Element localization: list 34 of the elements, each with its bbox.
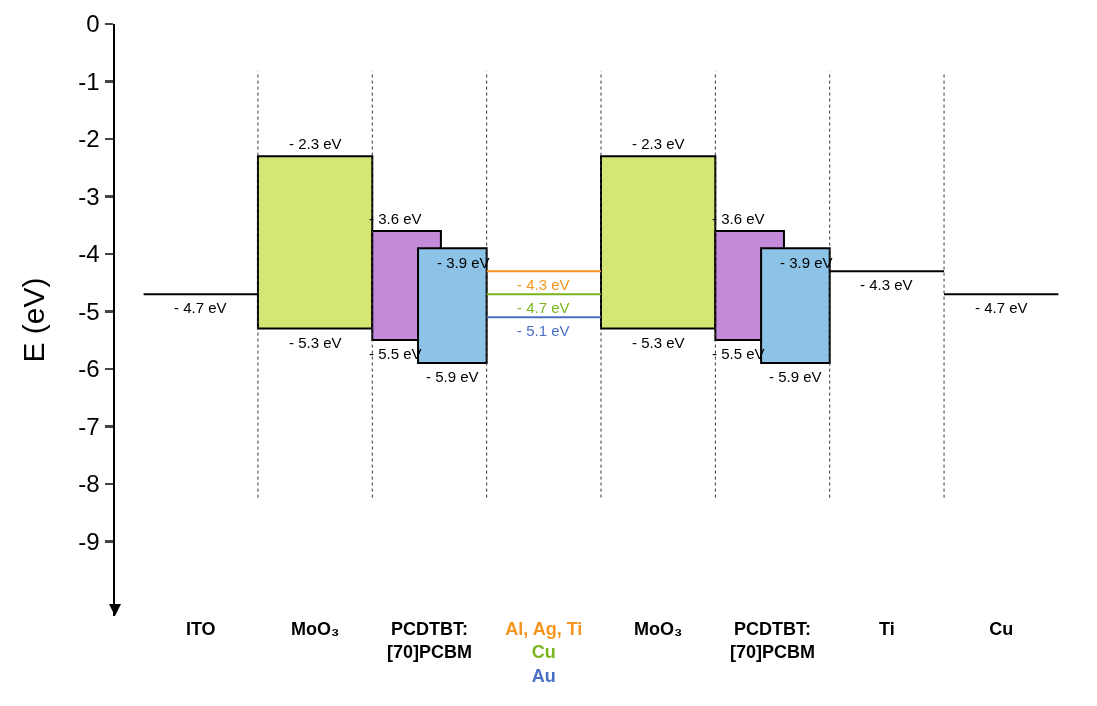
annotation: - 5.9 eV [769,368,822,385]
y-tick-label: -3 [78,182,100,210]
x-tick-label: MoO₃ [290,619,340,639]
y-tick-label: -8 [78,470,100,498]
annotation: - 5.9 eV [426,368,479,385]
x-tick-label: Ti [879,619,895,639]
x-tick-label: Cu [989,619,1014,639]
y-tick-label: -4 [78,240,100,268]
y-tick-label: -6 [78,355,100,383]
data-label: - 2.3 eV [289,135,342,152]
x-tick-label: ITO [185,619,216,639]
annotation: - 5.3 eV [289,334,342,351]
data-label: - 4.7 eV [174,299,227,316]
data-label: - 2.3 eV [632,135,685,152]
y-tick-label: -9 [78,527,100,555]
x-tick-label: MoO₃ [634,619,683,639]
annotation: - 5.3 eV [632,334,685,351]
text: Au [531,665,556,686]
data-label: - 4.7 eV [517,299,570,316]
x-tick-label: PCDTBT: [70]PCBM [730,619,816,663]
data-label: - 3.6 eV [712,210,765,227]
data-label: - 4.7 eV [975,299,1028,316]
x-tick-label: PCDTBT: [70]PCBM [386,619,472,663]
y-tick-label: -7 [78,412,100,440]
data-label: - 4.3 eV [517,276,570,293]
y-axis-title: E (eV) [16,277,50,363]
y-tick-label: 0 [86,10,100,38]
data-label: - 5.1 eV [517,322,570,339]
data-label: - 4.3 eV [860,276,913,293]
text: Al, Ag, Ti [505,619,583,639]
y-tick-label: -1 [78,67,100,95]
y-tick-label: -5 [78,297,100,325]
data-label: - 3.6 eV [369,210,422,227]
y-tick-label: -2 [78,125,100,153]
